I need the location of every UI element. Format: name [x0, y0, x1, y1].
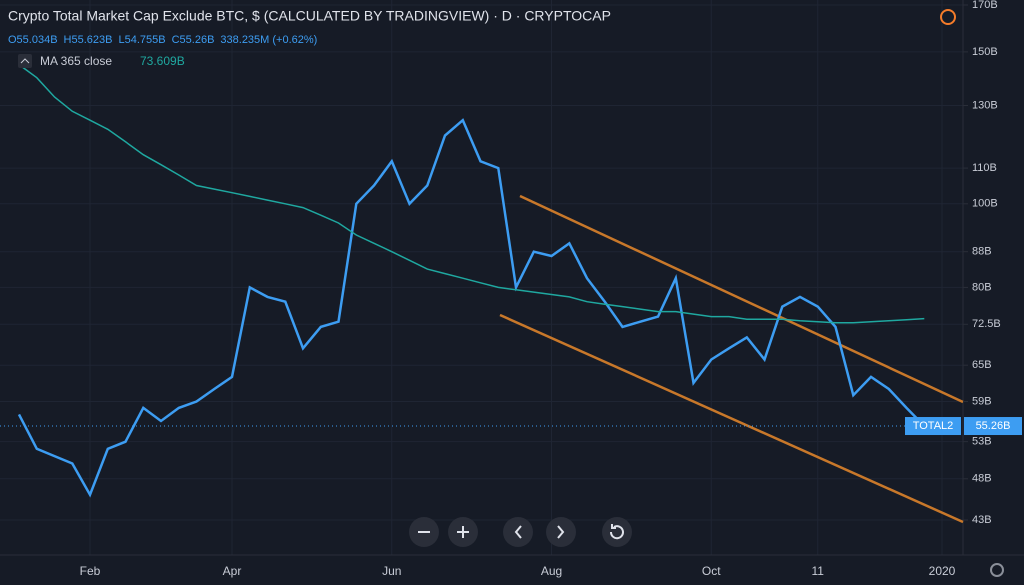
x-tick-label: Feb [80, 564, 101, 578]
x-tick-label: Oct [702, 564, 721, 578]
x-tick-label: 11 [812, 564, 825, 578]
ohlc-row: O55.034B H55.623B L54.755B C55.26B 338.235M … [8, 34, 317, 46]
price-tag [964, 417, 1022, 436]
x-tick-label: Aug [541, 564, 562, 578]
ohlc-item: O55.034B [8, 34, 58, 46]
scroll-left[interactable] [503, 517, 533, 547]
grid [0, 0, 963, 555]
price-line [17, 118, 926, 498]
channel-upper [519, 194, 964, 404]
chart-title: Crypto Total Market Cap Exclude BTC, $ (… [8, 8, 611, 24]
y-tick-label: 48B [972, 473, 992, 485]
indicator-value: 73.609B [140, 54, 185, 68]
series-tag-label: TOTAL2 [913, 420, 954, 432]
zoom-out[interactable] [409, 517, 439, 547]
x-tick-label: 2020 [929, 564, 956, 578]
y-tick-label: 43B [972, 514, 992, 526]
ohlc-item: L54.755B [118, 34, 165, 46]
channel-lower [499, 313, 964, 524]
settings[interactable] [990, 563, 1004, 577]
price-tag-label: 55.26B [976, 420, 1011, 432]
ohlc-item: 338.235M (+0.62%) [220, 34, 317, 46]
collapse-icon [20, 58, 30, 64]
y-tick-label: 80B [972, 281, 992, 293]
series-tag [905, 417, 961, 436]
scroll-right[interactable] [546, 517, 576, 547]
y-tick-label: 72.5B [972, 318, 1001, 330]
zoom-in[interactable] [448, 517, 478, 547]
x-tick-label: Jun [382, 564, 401, 578]
y-tick-label: 150B [972, 46, 998, 58]
y-tick-label: 65B [972, 359, 992, 371]
logo[interactable] [940, 9, 956, 25]
y-tick-label: 88B [972, 246, 992, 258]
plot [0, 63, 963, 498]
indicator-name: MA 365 close [40, 54, 112, 68]
y-tick-label: 59B [972, 395, 992, 407]
ohlc-item: H55.623B [64, 34, 113, 46]
reset[interactable] [602, 517, 632, 547]
ma-line [18, 63, 925, 324]
y-tick-label: 170B [972, 0, 998, 11]
legend-collapse[interactable] [18, 54, 32, 68]
y-tick-label: 130B [972, 99, 998, 111]
x-tick-label: Apr [223, 564, 242, 578]
y-tick-label: 53B [972, 436, 992, 448]
ohlc-item: C55.26B [172, 34, 215, 46]
y-tick-label: 110B [972, 162, 997, 174]
y-tick-label: 100B [972, 198, 998, 210]
